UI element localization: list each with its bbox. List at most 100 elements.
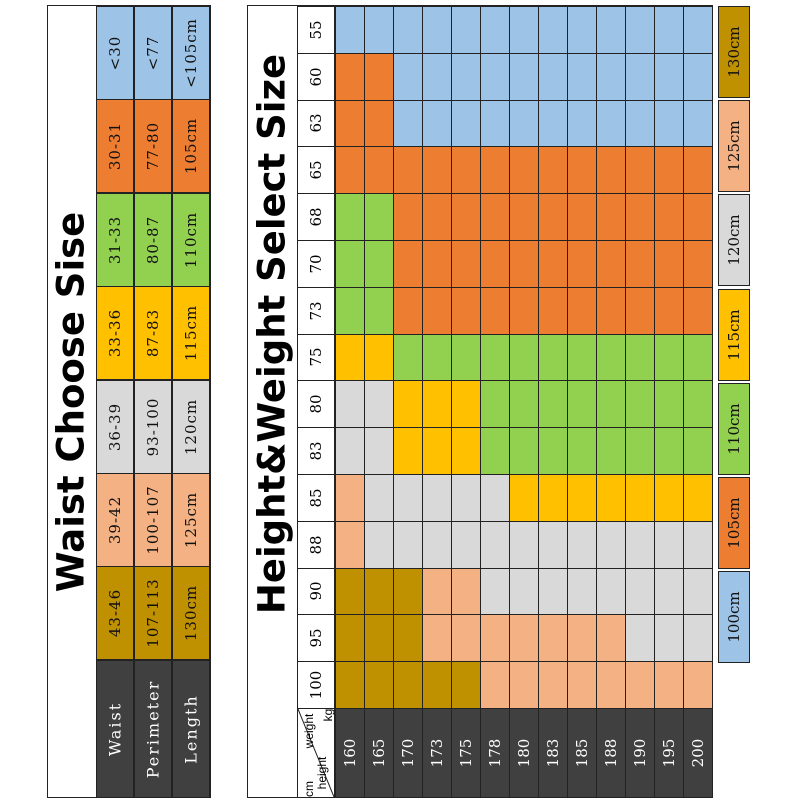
waist-cell-value-waist: <30 [106, 35, 124, 71]
grid-cell [654, 380, 684, 429]
height-header: 183 [538, 708, 568, 798]
grid-cell [364, 427, 394, 475]
grid-cell [393, 614, 423, 663]
grid-cell [567, 380, 597, 429]
grid-cell [683, 286, 713, 335]
grid-cell [538, 520, 568, 569]
waist-cell-value-perimeter: 77-80 [144, 122, 162, 171]
grid-cell [538, 333, 568, 382]
grid-cell [393, 193, 423, 241]
grid-cell [683, 333, 713, 382]
grid-cell [422, 286, 452, 335]
waist-cell: 107-113 [134, 566, 172, 661]
grid-cell [393, 333, 423, 382]
grid-cell [335, 520, 365, 569]
height-header-text: 173 [428, 738, 446, 768]
grid-cell [683, 99, 713, 148]
grid-cell [422, 52, 452, 101]
grid-cell [451, 146, 481, 195]
grid-cell [422, 427, 452, 475]
grid-cell [480, 6, 510, 54]
waist-cell: 120cm [172, 379, 210, 474]
weight-header-text: 73 [307, 301, 325, 321]
grid-cell [509, 520, 539, 569]
grid-cell [422, 380, 452, 429]
weight-header: 88 [297, 520, 335, 569]
grid-cell [364, 567, 394, 616]
grid-cell [683, 380, 713, 429]
grid-cell [393, 520, 423, 569]
weight-header-text: 95 [307, 628, 325, 648]
grid-cell [335, 380, 365, 429]
grid-cell [625, 567, 655, 616]
grid-cell [654, 474, 684, 522]
grid-cell [480, 99, 510, 148]
grid-cell [654, 146, 684, 195]
grid-cell [451, 99, 481, 148]
grid-panel-title: Height&Weight Select Size [248, 6, 296, 662]
weight-header-text: 100 [307, 670, 325, 700]
grid-cell [335, 6, 365, 54]
grid-title-text: Height&Weight Select Size [250, 53, 294, 615]
height-header-text: 185 [573, 738, 591, 768]
grid-cell [567, 286, 597, 335]
weight-header: 83 [297, 427, 335, 475]
grid-cell [509, 52, 539, 101]
grid-cell [567, 146, 597, 195]
waist-cell: 125cm [172, 473, 210, 567]
waist-cell: 30-31 [96, 99, 134, 194]
grid-cell [509, 99, 539, 148]
grid-cell [538, 380, 568, 429]
legend-swatch: 130cm [718, 6, 750, 98]
grid-cell [625, 146, 655, 195]
grid-cell [451, 520, 481, 569]
grid-cell [683, 427, 713, 475]
grid-cell [596, 520, 626, 569]
grid-cell [422, 520, 452, 569]
height-header-text: 165 [370, 738, 388, 768]
grid-cell [451, 380, 481, 429]
waist-cell: 93-100 [134, 379, 172, 474]
waist-cell: 36-39 [96, 379, 134, 474]
corner-cm: cm [302, 781, 316, 797]
grid-cell [625, 474, 655, 522]
grid-cell [480, 286, 510, 335]
grid-cell [364, 474, 394, 522]
grid-cell [364, 193, 394, 241]
weight-header: 90 [297, 567, 335, 616]
grid-cell [480, 427, 510, 475]
waist-cell: 39-42 [96, 473, 134, 567]
waist-cell: <30 [96, 6, 134, 100]
grid-cell [596, 474, 626, 522]
grid-cell [596, 380, 626, 429]
grid-cell [364, 146, 394, 195]
grid-cell [335, 427, 365, 475]
grid-cell [625, 286, 655, 335]
height-header: 190 [625, 708, 655, 798]
waist-cell-value-length: 120cm [182, 398, 200, 455]
corner-kg: kg [321, 708, 335, 722]
grid-cell [654, 661, 684, 709]
grid-cell [451, 427, 481, 475]
waist-cell: <77 [134, 6, 172, 100]
grid-cell [625, 52, 655, 101]
grid-cell [538, 146, 568, 195]
grid-cell [335, 661, 365, 709]
grid-cell [538, 99, 568, 148]
grid-cell [625, 99, 655, 148]
waist-row-label: Length [172, 659, 210, 798]
height-header-text: 195 [660, 738, 678, 768]
grid-cell [596, 52, 626, 101]
weight-header: 80 [297, 380, 335, 429]
weight-header: 65 [297, 146, 335, 195]
grid-cell [538, 6, 568, 54]
grid-cell [509, 661, 539, 709]
grid-cell [654, 6, 684, 54]
grid-cell [364, 99, 394, 148]
weight-header-text: 85 [307, 488, 325, 508]
grid-cell [654, 240, 684, 288]
grid-cell [393, 427, 423, 475]
height-header-text: 200 [689, 738, 707, 768]
grid-cell [364, 52, 394, 101]
